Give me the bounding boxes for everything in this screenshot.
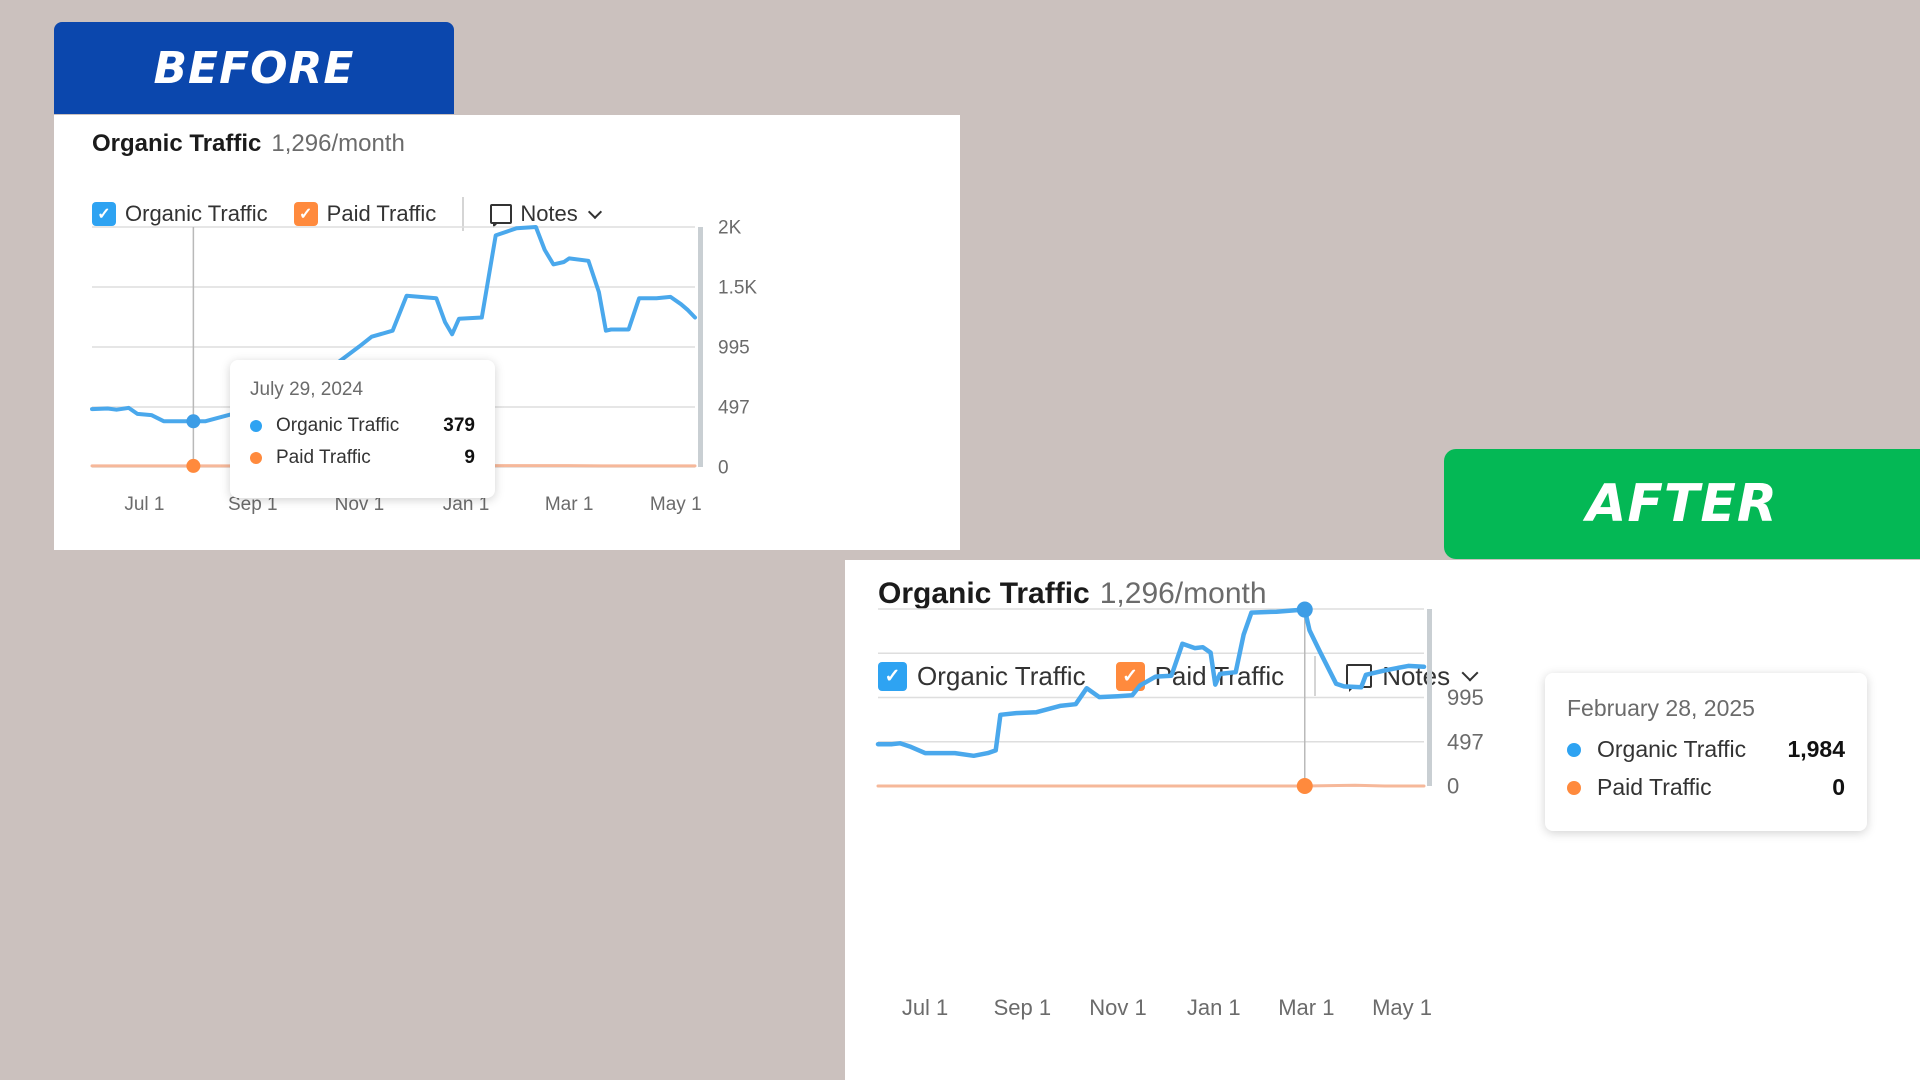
tooltip-organic-label: Organic Traffic: [1597, 736, 1747, 762]
panel-title: Organic Traffic 1,296/month: [92, 130, 405, 158]
organic-dot-icon: [1567, 742, 1581, 757]
paid-hover-point: [1296, 778, 1313, 794]
monthly-traffic-value: 1,296/month: [1099, 577, 1267, 610]
title-label: Organic Traffic: [92, 130, 262, 157]
x-tick-label: Jul 1: [124, 494, 164, 515]
notes-label: Notes: [520, 201, 578, 226]
chart-tooltip: February 28, 2025 Organic Traffic 1,984 …: [1545, 673, 1867, 831]
chart-tooltip: July 29, 2024 Organic Traffic 379 Paid T…: [230, 360, 495, 498]
tooltip-date: February 28, 2025: [1567, 695, 1755, 721]
legend-divider: [462, 197, 465, 231]
legend-divider: [1314, 656, 1317, 696]
before-chart: 0 497 995 1.5K 2K Jul 1 Sep 1 Nov 1 Jan 1 Mar 1 Ma…: [90, 218, 757, 515]
monthly-traffic-value: 1,296/month: [271, 130, 405, 157]
x-tick-label: May 1: [1372, 995, 1432, 1020]
y-tick-label: 995: [1447, 685, 1484, 710]
tooltip-row-paid: Paid Traffic 0: [1567, 774, 1845, 801]
organic-traffic-legend-label: Organic Traffic: [125, 201, 268, 226]
organic-hover-point: [1296, 601, 1313, 618]
chart-range-handle[interactable]: [698, 227, 703, 467]
x-tick-label: Jul 1: [902, 995, 948, 1020]
tooltip-date: July 29, 2024: [250, 379, 364, 400]
checkbox-checked-icon: ✓: [92, 202, 116, 226]
y-tick-label: 0: [1447, 774, 1459, 799]
checkbox-checked-icon: ✓: [1115, 661, 1145, 691]
organic-dot-icon: [250, 420, 262, 432]
y-tick-label: 2K: [718, 218, 742, 239]
after-chart: 0 497 995 Jul 1 Sep 1 Nov 1 Jan 1 Mar 1 May 1: [875, 601, 1484, 1020]
y-tick-label: 497: [1447, 729, 1484, 754]
tooltip-row-organic: Organic Traffic 1,984: [1567, 736, 1845, 763]
before-panel: Organic Traffic 1,296/month ✓ Organic Tra…: [54, 115, 960, 550]
x-tick-label: Mar 1: [1278, 995, 1334, 1020]
paid-dot-icon: [1567, 780, 1581, 795]
y-tick-label: 1.5K: [718, 278, 757, 299]
x-tick-label: Nov 1: [335, 494, 385, 515]
tooltip-row-paid: Paid Traffic 9: [250, 447, 475, 469]
x-tick-label: Jan 1: [443, 494, 489, 515]
organic-traffic-line: [90, 225, 697, 424]
after-badge: AFTER: [1444, 449, 1920, 559]
checkbox-checked-icon: ✓: [293, 202, 318, 226]
organic-traffic-line: [875, 607, 1427, 759]
y-tick-label: 0: [718, 458, 729, 479]
tooltip-organic-value: 1,984: [1787, 736, 1845, 762]
paid-hover-point: [186, 458, 201, 473]
organic-traffic-legend-label: Organic Traffic: [917, 660, 1086, 691]
x-tick-label: May 1: [650, 494, 702, 515]
organic-hover-point: [186, 414, 201, 429]
checkbox-checked-icon: ✓: [878, 661, 907, 691]
x-tick-label: Sep 1: [994, 995, 1052, 1020]
tooltip-paid-value: 9: [464, 447, 475, 468]
legend-bar: ✓ Organic Traffic ✓ Paid Traffic Notes: [92, 197, 602, 231]
tooltip-paid-value: 0: [1832, 774, 1845, 800]
y-tick-label: 497: [718, 398, 750, 419]
tooltip-organic-label: Organic Traffic: [276, 415, 400, 436]
organic-traffic-toggle[interactable]: ✓ Organic Traffic: [92, 201, 268, 227]
tooltip-paid-label: Paid Traffic: [276, 447, 371, 468]
x-tick-label: Nov 1: [1089, 995, 1146, 1020]
paid-dot-icon: [250, 452, 262, 464]
tooltip-paid-label: Paid Traffic: [1597, 774, 1712, 800]
panel-title: Organic Traffic 1,296/month: [878, 577, 1267, 611]
after-panel: Organic Traffic 1,296/month ✓ Organic Tra…: [845, 560, 1920, 1080]
paid-traffic-line: [876, 783, 1426, 788]
tooltip-organic-value: 379: [443, 415, 475, 436]
comment-icon: [490, 204, 513, 228]
x-tick-label: Sep 1: [228, 494, 278, 515]
tooltip-row-organic: Organic Traffic 379: [250, 415, 475, 437]
organic-traffic-toggle[interactable]: ✓ Organic Traffic: [878, 661, 1086, 692]
paid-traffic-legend-label: Paid Traffic: [326, 201, 437, 226]
chart-range-handle[interactable]: [1427, 609, 1432, 786]
x-tick-label: Jan 1: [1187, 995, 1241, 1020]
paid-traffic-toggle[interactable]: ✓ Paid Traffic: [293, 201, 437, 227]
title-label: Organic Traffic: [878, 577, 1090, 610]
legend-bar: ✓ Organic Traffic ✓ Paid Traffic Notes: [878, 656, 1479, 696]
before-badge: BEFORE: [54, 22, 454, 114]
y-tick-label: 995: [718, 338, 750, 359]
notes-dropdown[interactable]: Notes: [490, 201, 602, 228]
x-tick-label: Mar 1: [545, 494, 594, 515]
